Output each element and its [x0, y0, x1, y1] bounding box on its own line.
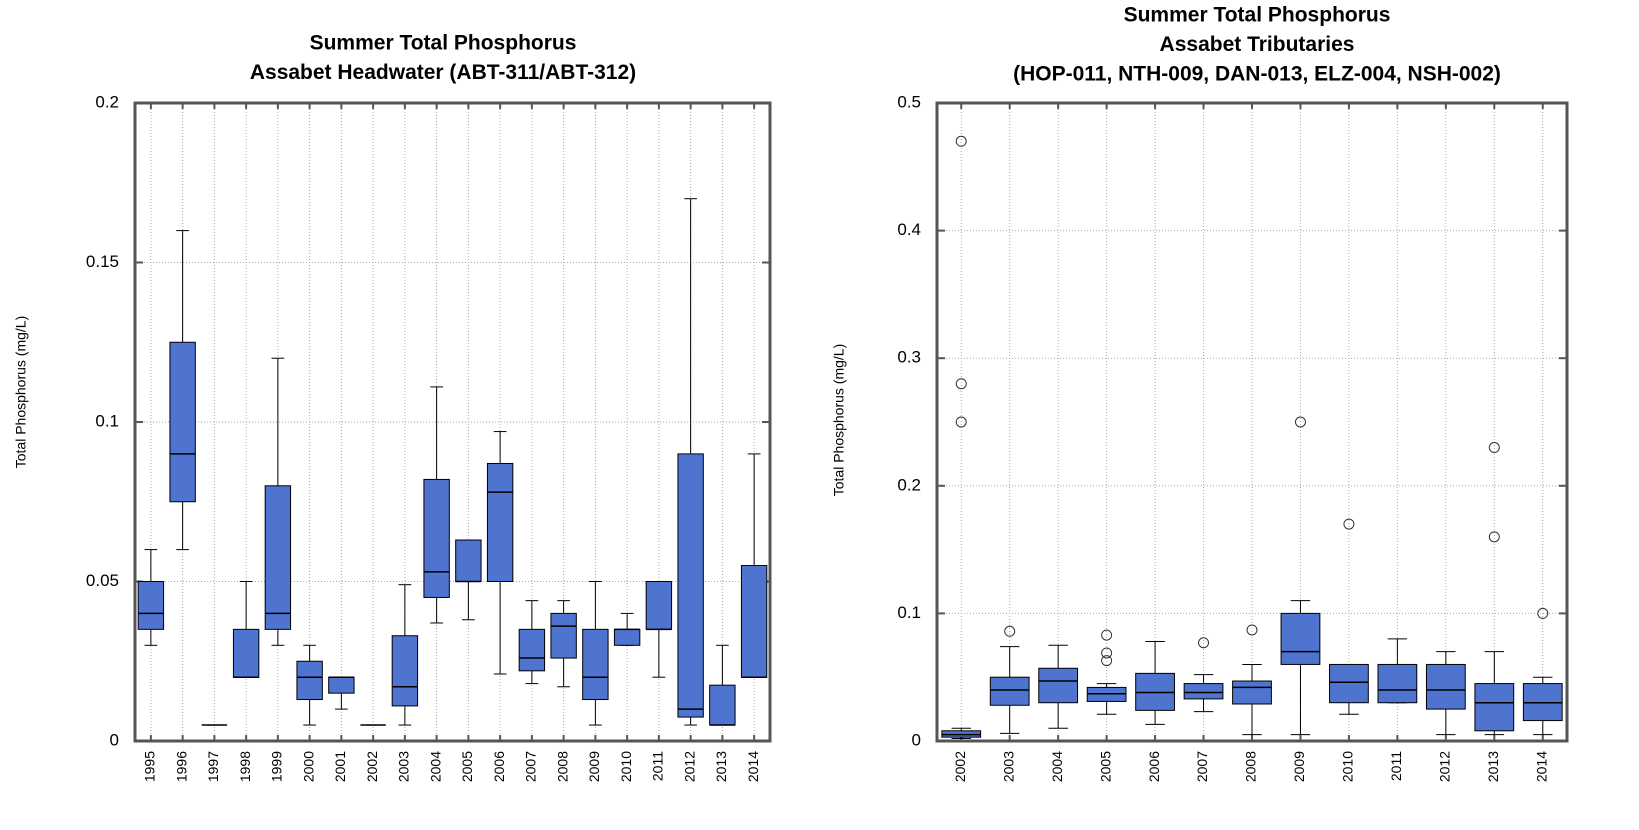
plot-frame [133, 101, 772, 743]
box [550, 612, 577, 659]
x-tick-label: 2012 [681, 751, 697, 782]
y-tick-label: 0.4 [897, 220, 921, 239]
outlier [1101, 629, 1113, 641]
box [1038, 667, 1079, 704]
x-tick-label: 2014 [1533, 751, 1549, 782]
x-tick-label: 2011 [1388, 751, 1404, 781]
x-tick-label: 2010 [618, 751, 634, 782]
outlier [1246, 624, 1258, 636]
x-tick-label: 1995 [142, 751, 158, 782]
y-axis-label: Total Phosphorus (mg/L) [13, 316, 29, 469]
box [1183, 683, 1224, 700]
box [1329, 663, 1369, 704]
box [740, 565, 768, 678]
box [1474, 683, 1515, 732]
x-tick-label: 1999 [269, 751, 285, 782]
box [709, 684, 736, 726]
x-tick-label: 2007 [523, 751, 539, 782]
outlier [1343, 518, 1355, 530]
x-tick-label: 2009 [586, 751, 602, 782]
x-tick-label: 1996 [173, 751, 189, 782]
box [1377, 663, 1418, 704]
y-tick-label: 0.05 [86, 571, 119, 590]
box [296, 660, 323, 701]
box [1425, 663, 1466, 710]
x-tick-label: 2001 [332, 751, 348, 782]
box [137, 581, 165, 630]
outlier [1294, 416, 1306, 428]
box [613, 628, 641, 646]
y-tick-label: 0 [110, 730, 119, 749]
outlier [955, 378, 967, 390]
box [391, 635, 419, 707]
box [989, 676, 1030, 706]
x-tick-label: 2006 [491, 751, 507, 782]
chart-subtitle: Assabet Headwater (ABT-311/ABT-312) [250, 61, 636, 84]
y-tick-label: 0.3 [897, 348, 921, 367]
box [423, 478, 450, 598]
x-tick-label: 2004 [427, 751, 443, 782]
chart-subtitle: (HOP-011, NTH-009, DAN-013, ELZ-004, NSH… [1013, 63, 1501, 86]
y-axis-label: Total Phosphorus (mg/L) [831, 344, 847, 497]
chart-title: Summer Total Phosphorus [1124, 4, 1391, 27]
x-tick-label: 2013 [713, 751, 729, 782]
x-tick-label: 2002 [364, 751, 380, 782]
box [169, 341, 196, 503]
x-tick-label: 1997 [205, 751, 221, 782]
box [486, 462, 514, 582]
outlier [1537, 607, 1549, 619]
x-tick-label: 2007 [1194, 751, 1210, 782]
outlier [955, 135, 967, 147]
y-tick-label: 0 [912, 730, 921, 749]
box [518, 628, 546, 672]
box [645, 581, 673, 630]
x-tick-label: 2008 [554, 751, 570, 782]
box [328, 676, 355, 694]
x-tick-label: 2013 [1485, 751, 1501, 782]
outlier [1004, 625, 1016, 637]
box [232, 628, 260, 678]
outlier [955, 416, 967, 428]
x-tick-label: 2011 [650, 751, 666, 781]
box [677, 453, 704, 718]
y-tick-label: 0.1 [897, 603, 921, 622]
x-tick-label: 2012 [1437, 751, 1453, 782]
x-tick-label: 2005 [459, 751, 475, 782]
y-tick-label: 0.15 [86, 252, 119, 271]
outlier [1488, 531, 1500, 543]
outlier [1101, 647, 1113, 659]
x-tick-label: 1998 [237, 751, 253, 782]
x-tick-label: 2003 [1000, 751, 1016, 782]
chart-subtitle: Assabet Tributaries [1160, 33, 1355, 56]
outlier [1101, 655, 1113, 667]
chart-title: Summer Total Phosphorus [310, 32, 577, 55]
y-tick-label: 0.1 [95, 411, 119, 430]
y-tick-label: 0.2 [95, 92, 119, 111]
box [264, 485, 292, 630]
box [455, 539, 482, 583]
x-tick-label: 2003 [396, 751, 412, 782]
outlier [1198, 637, 1210, 649]
x-tick-label: 2010 [1340, 751, 1356, 782]
y-tick-label: 0.2 [897, 475, 921, 494]
box [1232, 680, 1272, 705]
x-tick-label: 2002 [952, 751, 968, 782]
box [582, 628, 609, 701]
x-tick-label: 2000 [300, 751, 316, 782]
outlier [1488, 442, 1500, 454]
x-tick-label: 2006 [1146, 751, 1162, 782]
x-tick-label: 2005 [1097, 751, 1113, 782]
x-tick-label: 2008 [1243, 751, 1259, 782]
box [1280, 612, 1321, 665]
x-tick-label: 2014 [745, 751, 761, 782]
x-tick-label: 2004 [1049, 751, 1065, 782]
y-tick-label: 0.5 [897, 92, 921, 111]
plot-frame [935, 101, 1569, 743]
x-tick-label: 2009 [1291, 751, 1307, 782]
